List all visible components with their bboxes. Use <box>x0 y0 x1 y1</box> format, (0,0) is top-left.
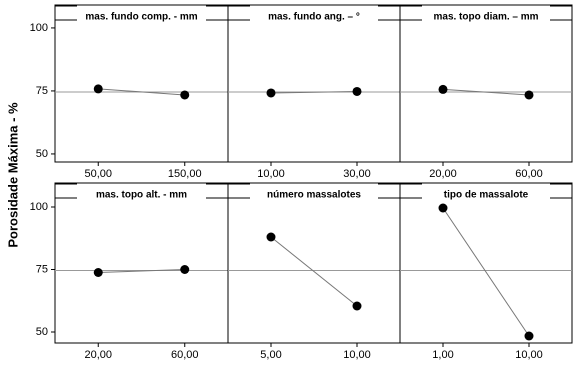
x-tick-label: 10,00 <box>343 349 371 361</box>
x-tick-label: 50,00 <box>84 168 112 180</box>
effect-line <box>98 88 185 96</box>
y-axis-label: Porosidade Máxima - % <box>5 102 20 248</box>
point <box>524 90 534 100</box>
x-tick-label: 10,00 <box>257 168 285 180</box>
effect-line <box>270 90 358 94</box>
x-tick-label: 60,00 <box>515 168 543 180</box>
panel <box>399 4 573 163</box>
point <box>93 84 103 94</box>
y-tick-label: 50 <box>36 148 48 160</box>
point <box>524 331 534 341</box>
point <box>352 86 362 96</box>
effect-line <box>442 88 530 96</box>
y-tick-label: 100 <box>30 22 48 34</box>
panel-title: tipo de massalote <box>444 190 529 201</box>
y-tick-label: 100 <box>30 201 48 213</box>
panel <box>227 182 401 344</box>
panel <box>399 182 573 344</box>
effect-line <box>270 236 358 307</box>
point <box>438 203 448 213</box>
y-tick-label: 75 <box>36 263 48 275</box>
panel-title: número massalotes <box>267 190 361 201</box>
x-tick-label: 20,00 <box>429 168 457 180</box>
point <box>266 232 276 242</box>
y-tick-label: 50 <box>36 326 48 338</box>
panel <box>54 182 229 344</box>
panel-title: mas. fundo ang. – ° <box>268 12 360 23</box>
y-tick-label: 75 <box>36 85 48 97</box>
x-tick-label: 150,00 <box>168 168 202 180</box>
point <box>180 265 190 274</box>
panel <box>227 4 401 163</box>
effect-line <box>98 269 185 273</box>
x-tick-label: 5,00 <box>260 349 281 361</box>
panel-title: mas. topo alt. - mm <box>96 190 187 201</box>
x-tick-label: 60,00 <box>171 349 199 361</box>
point <box>438 84 448 94</box>
panel-title: mas. fundo comp. - mm <box>85 12 197 23</box>
x-tick-label: 1,00 <box>432 349 453 361</box>
panel-title: mas. topo diam. – mm <box>433 12 538 23</box>
point <box>93 268 103 277</box>
point <box>352 301 362 311</box>
point <box>180 90 190 100</box>
x-tick-label: 10,00 <box>515 349 543 361</box>
panel <box>54 4 229 163</box>
point <box>266 88 276 98</box>
x-tick-label: 30,00 <box>343 168 371 180</box>
x-tick-label: 20,00 <box>84 349 112 361</box>
effect-line <box>442 207 530 337</box>
